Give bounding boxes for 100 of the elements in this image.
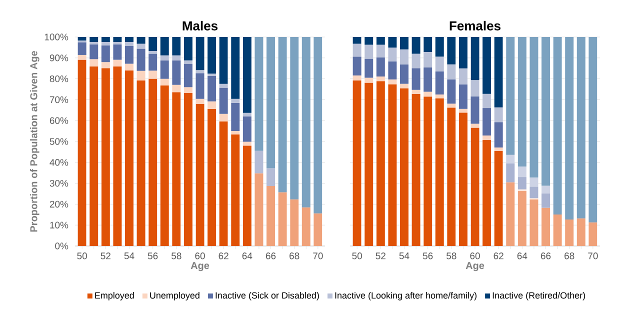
bar xyxy=(231,98,240,103)
bar xyxy=(565,37,574,220)
bar xyxy=(530,37,538,178)
bar xyxy=(160,78,169,86)
bar xyxy=(160,60,169,79)
legend-label: Inactive (Retired/Other) xyxy=(492,292,586,300)
x-tick-label: 54 xyxy=(399,252,410,260)
bar xyxy=(242,142,252,146)
bar xyxy=(113,37,122,42)
bar xyxy=(424,52,432,68)
y-tick-label: 90% xyxy=(50,54,68,62)
bar xyxy=(506,182,515,246)
bar xyxy=(208,76,216,102)
bar xyxy=(160,85,169,246)
x-tick-label: 60 xyxy=(470,252,480,260)
bar xyxy=(352,37,362,44)
x-tick-label: 64 xyxy=(242,252,252,260)
bar xyxy=(494,122,503,148)
bar xyxy=(530,199,538,246)
x-tick-label: 58 xyxy=(172,252,182,260)
x-tick-label: 64 xyxy=(517,252,528,260)
x-tick-label: 62 xyxy=(218,252,228,260)
bar xyxy=(90,37,98,42)
bar xyxy=(447,108,456,246)
bar xyxy=(482,37,492,94)
bar xyxy=(90,59,98,66)
y-tick-label: 50% xyxy=(50,138,68,145)
bar xyxy=(148,51,158,54)
bar xyxy=(542,193,550,208)
bar xyxy=(494,107,503,122)
x-axis-title: Age xyxy=(190,262,210,272)
bar xyxy=(412,68,420,90)
bar xyxy=(400,64,408,84)
bar xyxy=(196,73,204,99)
bar xyxy=(113,60,122,66)
bar xyxy=(172,84,181,92)
bar xyxy=(101,37,110,42)
bar xyxy=(208,108,216,246)
bar xyxy=(470,80,480,96)
y-tick-label: 80% xyxy=(50,75,68,82)
bar xyxy=(290,37,299,200)
bar xyxy=(231,102,240,132)
bar xyxy=(388,48,397,62)
bar xyxy=(219,84,228,88)
bar xyxy=(352,80,362,246)
bar xyxy=(553,214,562,246)
bar xyxy=(125,37,134,42)
bar xyxy=(364,37,374,45)
bar xyxy=(78,54,86,60)
x-tick-label: 70 xyxy=(313,252,323,260)
bar xyxy=(242,146,252,246)
bar xyxy=(184,93,192,246)
bar xyxy=(101,45,110,62)
x-tick-label: 62 xyxy=(494,252,504,260)
bar xyxy=(424,92,432,97)
bar xyxy=(470,96,480,124)
bar xyxy=(184,64,192,88)
bar xyxy=(125,64,134,70)
bar xyxy=(352,56,362,76)
bar xyxy=(376,76,385,82)
bar xyxy=(458,108,468,113)
x-tick-label: 52 xyxy=(100,252,110,260)
bar xyxy=(172,92,181,246)
bar xyxy=(136,48,146,71)
x-axis-title: Age xyxy=(466,262,484,272)
bar xyxy=(302,207,310,246)
bar xyxy=(364,58,374,78)
bar xyxy=(125,46,134,64)
bar xyxy=(565,219,574,246)
bar xyxy=(447,64,456,80)
bar xyxy=(196,70,204,74)
bar xyxy=(412,90,420,94)
bar xyxy=(553,37,562,214)
bar xyxy=(412,37,420,54)
bar xyxy=(136,37,146,44)
bar xyxy=(400,88,408,246)
y-tick-label: 10% xyxy=(50,222,68,228)
bar xyxy=(219,37,228,84)
bar xyxy=(470,124,480,128)
x-tick-label: 56 xyxy=(422,252,433,260)
bar xyxy=(314,37,322,214)
bar xyxy=(376,81,385,246)
bar xyxy=(518,191,526,246)
bar xyxy=(184,37,192,60)
bar xyxy=(136,70,146,80)
bar xyxy=(196,98,204,104)
bar xyxy=(588,222,598,246)
bar xyxy=(125,70,134,246)
bar xyxy=(376,44,385,58)
bar xyxy=(482,135,492,140)
bar xyxy=(470,128,480,246)
bar xyxy=(302,37,310,208)
bar xyxy=(196,104,204,246)
x-tick-label: 50 xyxy=(352,252,362,260)
bar xyxy=(136,80,146,246)
bar xyxy=(435,37,444,57)
bar xyxy=(576,37,586,218)
bar xyxy=(148,37,158,52)
legend-label: Inactive (Looking after home/family) xyxy=(335,292,476,300)
bar xyxy=(242,116,252,142)
